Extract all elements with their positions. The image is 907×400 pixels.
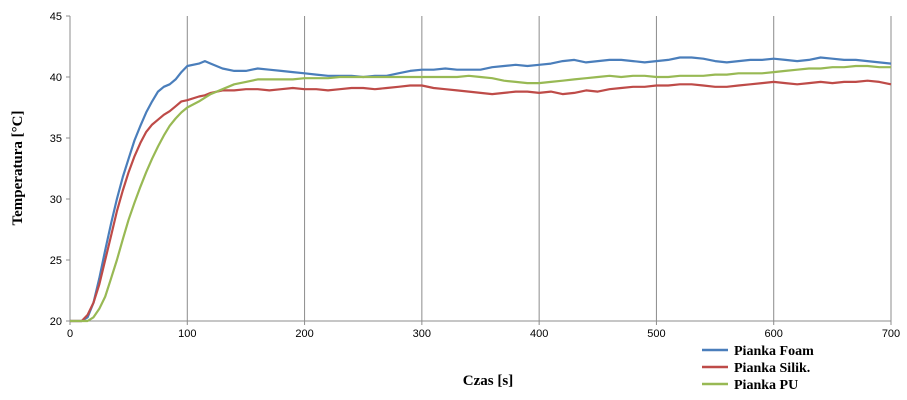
- y-tick-label: 45: [50, 11, 62, 23]
- legend-label-2: Pianka Silik.: [734, 361, 810, 376]
- series-lines: [70, 56, 892, 323]
- x-tick-label: 500: [647, 328, 665, 340]
- y-axis-title: Temperatura [°C]: [10, 110, 26, 225]
- x-tick-label: 600: [765, 328, 783, 340]
- y-tick-label: 20: [50, 316, 62, 328]
- x-tick-label: 200: [295, 328, 313, 340]
- series-line-1: [70, 56, 892, 323]
- y-tick-label: 40: [50, 72, 62, 84]
- series-line-2: [70, 79, 892, 323]
- legend-label-3: Pianka PU: [734, 378, 798, 393]
- x-tick-label: 0: [67, 328, 73, 340]
- legend-label-1: Pianka Foam: [734, 344, 814, 359]
- axes: [66, 15, 892, 325]
- legend: Pianka Foam Pianka Silik. Pianka PU: [702, 344, 814, 393]
- grid: [186, 16, 892, 321]
- y-tick-label: 35: [50, 133, 62, 145]
- tick-labels: 20 25 30 35 40 45 0 100 200 300 400 500 600 700: [50, 11, 900, 340]
- y-tick-label: 30: [50, 194, 62, 206]
- x-tick-label: 400: [530, 328, 548, 340]
- x-tick-label: 100: [178, 328, 196, 340]
- x-axis-title: Czas [s]: [463, 373, 513, 389]
- x-tick-label: 300: [413, 328, 431, 340]
- y-tick-label: 25: [50, 255, 62, 267]
- x-tick-label: 700: [882, 328, 900, 340]
- series-line-3: [70, 64, 891, 323]
